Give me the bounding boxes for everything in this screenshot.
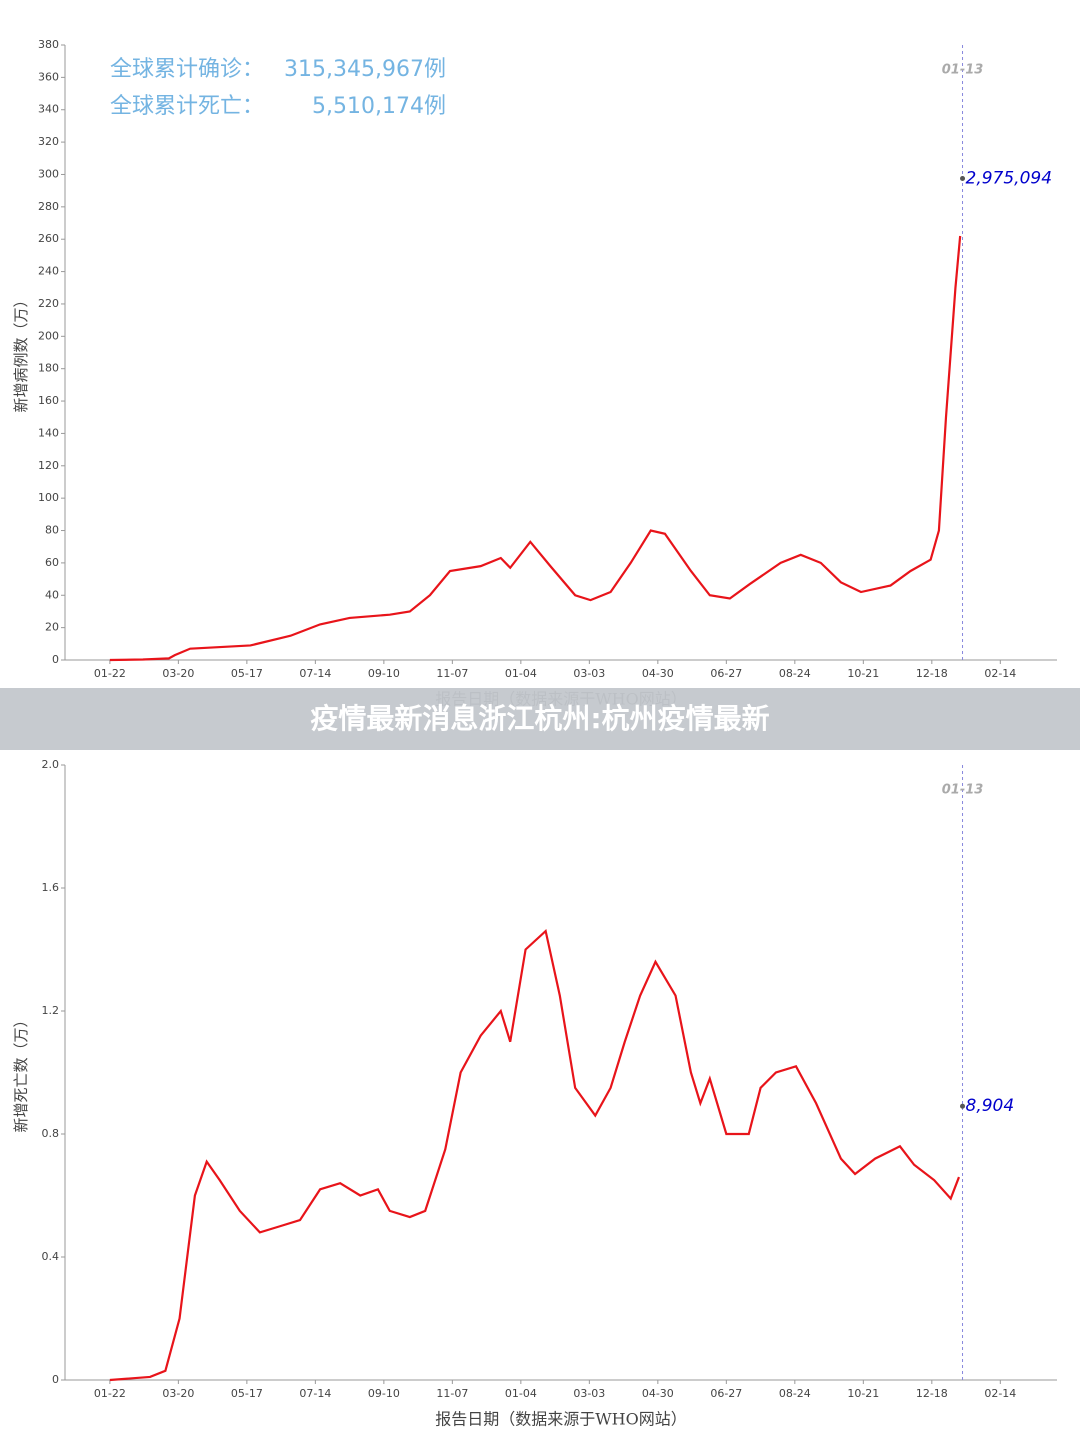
x-tick-label: 01-22 <box>94 1387 126 1400</box>
x-tick-label: 09-10 <box>368 667 400 680</box>
y-tick-label: 80 <box>45 524 59 537</box>
last-point-label: 2,975,094 <box>966 169 1053 189</box>
y-tick-label: 300 <box>38 167 59 180</box>
x-tick-label: 09-10 <box>368 1387 400 1400</box>
x-tick-label: 07-14 <box>299 1387 331 1400</box>
y-tick-label: 0 <box>52 653 59 666</box>
x-tick-label: 06-27 <box>710 667 742 680</box>
y-tick-label: 60 <box>45 556 59 569</box>
last-point <box>960 176 966 182</box>
reference-label: 01-13 <box>942 63 984 78</box>
series-line <box>109 928 961 1382</box>
x-axis-label: 报告日期（数据来源于WHO网站） <box>435 1410 687 1429</box>
y-tick-label: 200 <box>38 329 59 342</box>
x-tick-label: 01-22 <box>94 667 126 680</box>
y-tick-label: 40 <box>45 588 59 601</box>
y-tick-label: 280 <box>38 200 59 213</box>
y-tick-label: 340 <box>38 103 59 116</box>
x-tick-label: 07-14 <box>299 667 331 680</box>
banner-text: 疫情最新消息浙江杭州:杭州疫情最新 <box>310 702 769 735</box>
x-tick-label: 02-14 <box>984 1387 1016 1400</box>
x-tick-label: 11-07 <box>436 667 468 680</box>
x-tick-label: 05-17 <box>231 1387 263 1400</box>
x-tick-label: 03-03 <box>573 1387 605 1400</box>
x-tick-label: 03-20 <box>162 667 194 680</box>
x-tick-label: 01-04 <box>505 1387 537 1400</box>
x-tick-label: 12-18 <box>916 1387 948 1400</box>
x-tick-label: 11-07 <box>436 1387 468 1400</box>
x-tick-label: 10-21 <box>847 667 879 680</box>
y-tick-label: 100 <box>38 491 59 504</box>
last-point-label: 8,904 <box>966 1096 1015 1116</box>
x-tick-label: 01-04 <box>505 667 537 680</box>
y-tick-label: 0.8 <box>42 1127 60 1140</box>
y-tick-label: 1.6 <box>42 881 60 894</box>
y-tick-label: 0 <box>52 1373 59 1386</box>
y-tick-label: 20 <box>45 621 59 634</box>
y-tick-label: 240 <box>38 265 59 278</box>
x-tick-label: 02-14 <box>984 667 1016 680</box>
summary-value: 5,510,174例 <box>312 94 446 119</box>
y-axis-label: 新增死亡数（万） <box>12 1012 30 1132</box>
reference-label: 01-13 <box>942 783 984 798</box>
y-tick-label: 0.4 <box>42 1250 60 1263</box>
x-tick-label: 05-17 <box>231 667 263 680</box>
y-tick-label: 220 <box>38 297 59 310</box>
x-tick-label: 04-30 <box>642 667 674 680</box>
y-tick-label: 360 <box>38 70 59 83</box>
x-tick-label: 10-21 <box>847 1387 879 1400</box>
x-tick-label: 03-20 <box>162 1387 194 1400</box>
y-tick-label: 120 <box>38 459 59 472</box>
y-tick-label: 320 <box>38 135 59 148</box>
x-tick-label: 08-24 <box>779 1387 811 1400</box>
series-line <box>109 235 962 662</box>
x-tick-label: 12-18 <box>916 667 948 680</box>
x-tick-label: 08-24 <box>779 667 811 680</box>
y-tick-label: 1.2 <box>42 1004 60 1017</box>
summary-label: 全球累计死亡： <box>110 94 264 119</box>
y-tick-label: 260 <box>38 232 59 245</box>
summary-value: 315,345,967例 <box>284 57 446 82</box>
y-tick-label: 380 <box>38 38 59 51</box>
banner <box>0 688 1080 750</box>
x-tick-label: 03-03 <box>573 667 605 680</box>
y-tick-label: 180 <box>38 362 59 375</box>
x-tick-label: 06-27 <box>710 1387 742 1400</box>
last-point <box>960 1103 966 1109</box>
y-axis-label: 新增病例数（万） <box>12 292 30 412</box>
y-tick-label: 2.0 <box>42 758 60 771</box>
y-tick-label: 160 <box>38 394 59 407</box>
x-tick-label: 04-30 <box>642 1387 674 1400</box>
y-tick-label: 140 <box>38 426 59 439</box>
summary-label: 全球累计确诊： <box>110 57 264 82</box>
